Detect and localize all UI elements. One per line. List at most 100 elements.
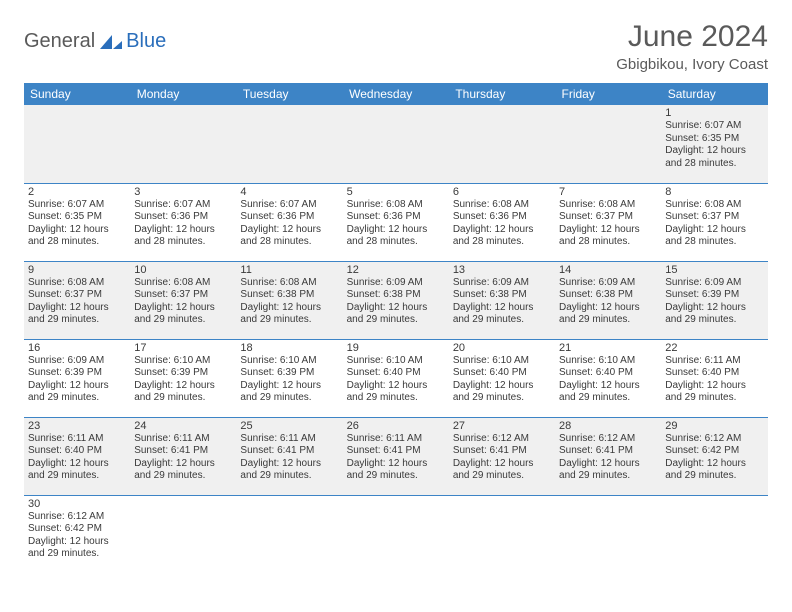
daylight-text: Daylight: 12 hours and 28 minutes. bbox=[665, 224, 763, 249]
sunset-text: Sunset: 6:41 PM bbox=[559, 445, 657, 458]
calendar-body: 1Sunrise: 6:07 AMSunset: 6:35 PMDaylight… bbox=[24, 105, 768, 573]
calendar-day-cell: 10Sunrise: 6:08 AMSunset: 6:37 PMDayligh… bbox=[130, 261, 236, 339]
day-number: 12 bbox=[347, 264, 445, 276]
daylight-text: Daylight: 12 hours and 29 minutes. bbox=[453, 380, 551, 405]
sunset-text: Sunset: 6:38 PM bbox=[559, 289, 657, 302]
day-number: 21 bbox=[559, 342, 657, 354]
day-info: Sunrise: 6:10 AMSunset: 6:40 PMDaylight:… bbox=[559, 355, 657, 405]
calendar-day-cell: 25Sunrise: 6:11 AMSunset: 6:41 PMDayligh… bbox=[236, 417, 342, 495]
day-info: Sunrise: 6:12 AMSunset: 6:42 PMDaylight:… bbox=[28, 511, 126, 561]
day-info: Sunrise: 6:11 AMSunset: 6:41 PMDaylight:… bbox=[240, 433, 338, 483]
day-number: 20 bbox=[453, 342, 551, 354]
calendar-header-row: SundayMondayTuesdayWednesdayThursdayFrid… bbox=[24, 83, 768, 105]
calendar-day-cell: 9Sunrise: 6:08 AMSunset: 6:37 PMDaylight… bbox=[24, 261, 130, 339]
sunset-text: Sunset: 6:38 PM bbox=[240, 289, 338, 302]
calendar-day-cell: 8Sunrise: 6:08 AMSunset: 6:37 PMDaylight… bbox=[661, 183, 767, 261]
sunrise-text: Sunrise: 6:07 AM bbox=[134, 199, 232, 212]
day-number: 17 bbox=[134, 342, 232, 354]
sunset-text: Sunset: 6:41 PM bbox=[347, 445, 445, 458]
day-info: Sunrise: 6:07 AMSunset: 6:36 PMDaylight:… bbox=[240, 199, 338, 249]
calendar-empty-cell bbox=[449, 495, 555, 573]
sunset-text: Sunset: 6:36 PM bbox=[240, 211, 338, 224]
location-label: Gbigbikou, Ivory Coast bbox=[616, 56, 768, 73]
sunset-text: Sunset: 6:39 PM bbox=[240, 367, 338, 380]
sunset-text: Sunset: 6:40 PM bbox=[347, 367, 445, 380]
day-info: Sunrise: 6:08 AMSunset: 6:37 PMDaylight:… bbox=[134, 277, 232, 327]
day-info: Sunrise: 6:08 AMSunset: 6:37 PMDaylight:… bbox=[559, 199, 657, 249]
day-number: 30 bbox=[28, 498, 126, 510]
sunrise-text: Sunrise: 6:08 AM bbox=[28, 277, 126, 290]
sunset-text: Sunset: 6:41 PM bbox=[240, 445, 338, 458]
day-number: 16 bbox=[28, 342, 126, 354]
daylight-text: Daylight: 12 hours and 29 minutes. bbox=[665, 458, 763, 483]
calendar-day-cell: 26Sunrise: 6:11 AMSunset: 6:41 PMDayligh… bbox=[343, 417, 449, 495]
daylight-text: Daylight: 12 hours and 28 minutes. bbox=[347, 224, 445, 249]
day-number: 18 bbox=[240, 342, 338, 354]
calendar-empty-cell bbox=[24, 105, 130, 183]
weekday-header: Friday bbox=[555, 83, 661, 105]
daylight-text: Daylight: 12 hours and 29 minutes. bbox=[559, 458, 657, 483]
sunset-text: Sunset: 6:36 PM bbox=[134, 211, 232, 224]
day-number: 24 bbox=[134, 420, 232, 432]
day-info: Sunrise: 6:12 AMSunset: 6:41 PMDaylight:… bbox=[453, 433, 551, 483]
sunset-text: Sunset: 6:38 PM bbox=[453, 289, 551, 302]
sunrise-text: Sunrise: 6:11 AM bbox=[28, 433, 126, 446]
calendar-day-cell: 1Sunrise: 6:07 AMSunset: 6:35 PMDaylight… bbox=[661, 105, 767, 183]
calendar-day-cell: 29Sunrise: 6:12 AMSunset: 6:42 PMDayligh… bbox=[661, 417, 767, 495]
daylight-text: Daylight: 12 hours and 29 minutes. bbox=[665, 380, 763, 405]
sunrise-text: Sunrise: 6:08 AM bbox=[559, 199, 657, 212]
daylight-text: Daylight: 12 hours and 29 minutes. bbox=[28, 536, 126, 561]
day-number: 9 bbox=[28, 264, 126, 276]
calendar-day-cell: 23Sunrise: 6:11 AMSunset: 6:40 PMDayligh… bbox=[24, 417, 130, 495]
sunrise-text: Sunrise: 6:10 AM bbox=[453, 355, 551, 368]
daylight-text: Daylight: 12 hours and 29 minutes. bbox=[347, 380, 445, 405]
day-number: 1 bbox=[665, 107, 763, 119]
day-number: 7 bbox=[559, 186, 657, 198]
day-number: 2 bbox=[28, 186, 126, 198]
sunrise-text: Sunrise: 6:09 AM bbox=[453, 277, 551, 290]
month-title: June 2024 bbox=[616, 20, 768, 54]
day-info: Sunrise: 6:11 AMSunset: 6:40 PMDaylight:… bbox=[665, 355, 763, 405]
weekday-header: Saturday bbox=[661, 83, 767, 105]
calendar-day-cell: 16Sunrise: 6:09 AMSunset: 6:39 PMDayligh… bbox=[24, 339, 130, 417]
sunrise-text: Sunrise: 6:07 AM bbox=[665, 120, 763, 133]
day-info: Sunrise: 6:08 AMSunset: 6:38 PMDaylight:… bbox=[240, 277, 338, 327]
sunrise-text: Sunrise: 6:09 AM bbox=[28, 355, 126, 368]
sunrise-text: Sunrise: 6:10 AM bbox=[347, 355, 445, 368]
day-info: Sunrise: 6:11 AMSunset: 6:41 PMDaylight:… bbox=[347, 433, 445, 483]
calendar-empty-cell bbox=[236, 105, 342, 183]
sunset-text: Sunset: 6:41 PM bbox=[134, 445, 232, 458]
day-info: Sunrise: 6:09 AMSunset: 6:39 PMDaylight:… bbox=[28, 355, 126, 405]
calendar-empty-cell bbox=[555, 495, 661, 573]
day-info: Sunrise: 6:11 AMSunset: 6:41 PMDaylight:… bbox=[134, 433, 232, 483]
sunrise-text: Sunrise: 6:09 AM bbox=[665, 277, 763, 290]
calendar-week-row: 30Sunrise: 6:12 AMSunset: 6:42 PMDayligh… bbox=[24, 495, 768, 573]
sunrise-text: Sunrise: 6:12 AM bbox=[453, 433, 551, 446]
daylight-text: Daylight: 12 hours and 29 minutes. bbox=[134, 458, 232, 483]
day-number: 8 bbox=[665, 186, 763, 198]
calendar-empty-cell bbox=[130, 105, 236, 183]
calendar-empty-cell bbox=[449, 105, 555, 183]
calendar-empty-cell bbox=[343, 495, 449, 573]
daylight-text: Daylight: 12 hours and 29 minutes. bbox=[665, 302, 763, 327]
day-info: Sunrise: 6:10 AMSunset: 6:39 PMDaylight:… bbox=[134, 355, 232, 405]
weekday-header: Sunday bbox=[24, 83, 130, 105]
day-number: 14 bbox=[559, 264, 657, 276]
sunrise-text: Sunrise: 6:10 AM bbox=[240, 355, 338, 368]
day-info: Sunrise: 6:08 AMSunset: 6:36 PMDaylight:… bbox=[453, 199, 551, 249]
calendar-day-cell: 2Sunrise: 6:07 AMSunset: 6:35 PMDaylight… bbox=[24, 183, 130, 261]
day-info: Sunrise: 6:10 AMSunset: 6:40 PMDaylight:… bbox=[347, 355, 445, 405]
calendar-empty-cell bbox=[661, 495, 767, 573]
day-info: Sunrise: 6:08 AMSunset: 6:37 PMDaylight:… bbox=[665, 199, 763, 249]
daylight-text: Daylight: 12 hours and 29 minutes. bbox=[28, 302, 126, 327]
calendar-page: General Blue June 2024 Gbigbikou, Ivory … bbox=[0, 0, 792, 593]
day-info: Sunrise: 6:12 AMSunset: 6:41 PMDaylight:… bbox=[559, 433, 657, 483]
sunrise-text: Sunrise: 6:12 AM bbox=[28, 511, 126, 524]
logo-text-blue: Blue bbox=[126, 30, 166, 53]
day-info: Sunrise: 6:08 AMSunset: 6:36 PMDaylight:… bbox=[347, 199, 445, 249]
daylight-text: Daylight: 12 hours and 28 minutes. bbox=[665, 145, 763, 170]
day-number: 28 bbox=[559, 420, 657, 432]
sunset-text: Sunset: 6:37 PM bbox=[28, 289, 126, 302]
calendar-week-row: 9Sunrise: 6:08 AMSunset: 6:37 PMDaylight… bbox=[24, 261, 768, 339]
weekday-header: Tuesday bbox=[236, 83, 342, 105]
